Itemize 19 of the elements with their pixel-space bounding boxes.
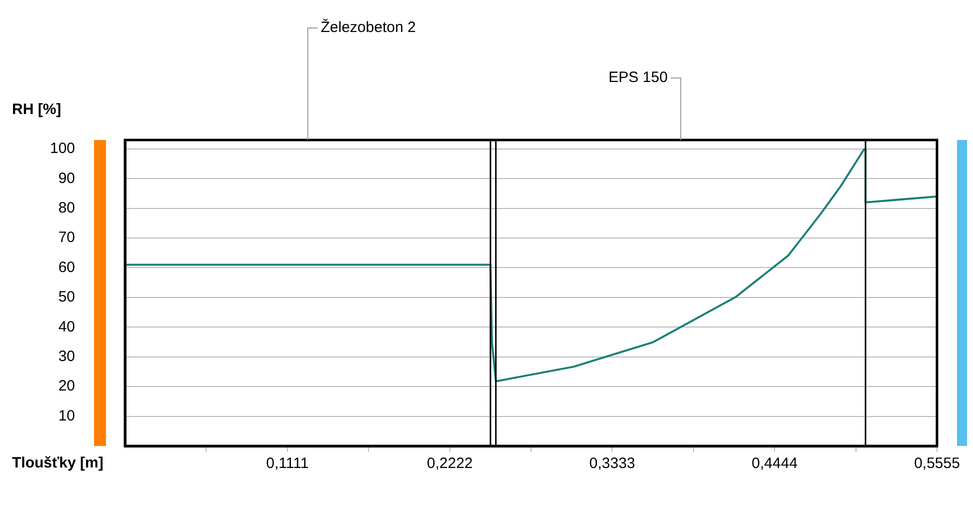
y-tick-label: 80: [58, 199, 76, 216]
y-tick-label: 40: [58, 318, 76, 336]
y-tick-label: 70: [58, 229, 76, 246]
y-tick-label: 30: [58, 348, 76, 366]
y-tick-label: 10: [58, 407, 76, 424]
y-tick-label: 100: [50, 140, 76, 158]
y-tick-label: 90: [58, 170, 76, 187]
x-tick-label: 0,3333: [589, 455, 636, 472]
text: Železobeton 2: [320, 18, 416, 36]
y-tick-label: 60: [58, 258, 76, 276]
x-tick-label: 0,5555: [914, 455, 960, 472]
y-tick-label: 50: [58, 288, 76, 306]
x-tick-label: 0,2222: [426, 455, 473, 472]
x-tick-label: 0,1111: [266, 455, 309, 472]
y-tick-label: 20: [58, 378, 76, 395]
y-axis-title: RH [%]: [12, 101, 62, 118]
x-tick-label: 0,4444: [752, 455, 798, 472]
x-axis-title: Tloušťky [m]: [12, 454, 104, 472]
text: EPS 150: [608, 69, 668, 86]
